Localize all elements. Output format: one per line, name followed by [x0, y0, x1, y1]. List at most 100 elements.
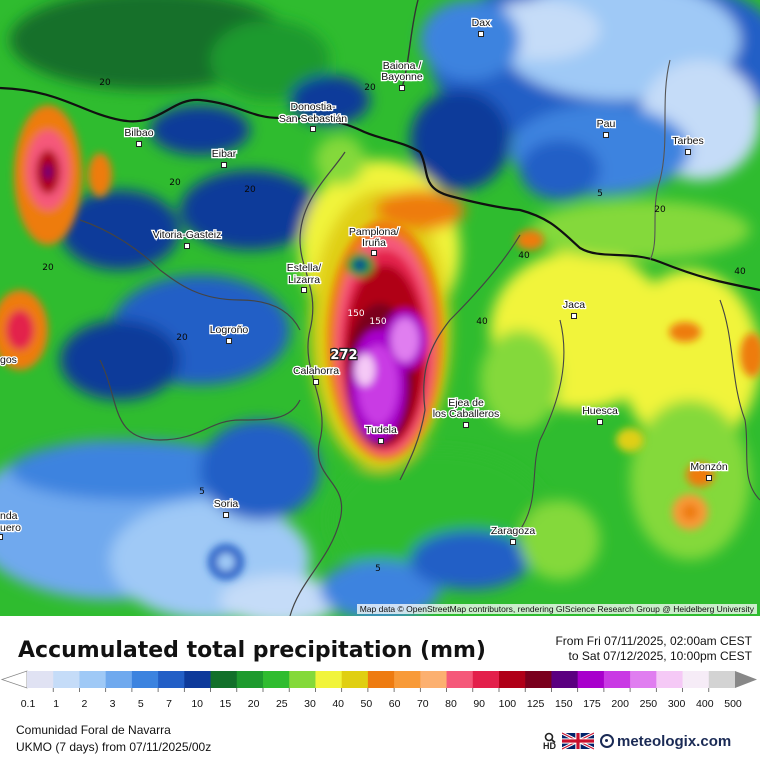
- city-marker-icon: [478, 31, 484, 37]
- city-label: Iruña: [362, 237, 386, 249]
- precipitation-field: [0, 0, 760, 616]
- border-lines: [0, 0, 760, 616]
- legend-label: 400: [696, 698, 714, 710]
- legend-label: 25: [276, 698, 288, 710]
- legend-label: 2: [81, 698, 87, 710]
- map-attribution[interactable]: Map data © OpenStreetMap contributors, r…: [356, 604, 757, 614]
- legend-swatch: [603, 671, 631, 688]
- contour-label: 5: [375, 564, 381, 574]
- meteologix-logo-icon: [600, 734, 614, 748]
- contour-label: 5: [597, 189, 603, 199]
- contour-label: 40: [734, 267, 746, 277]
- city-label: Bilbao: [124, 127, 153, 139]
- precipitation-map[interactable]: 20 20 20 20 20 20 5 20 40 40 40 150 150 5 5 Dax Baiona /…: [0, 0, 760, 616]
- legend-label: 40: [332, 698, 344, 710]
- contour-label: 40: [518, 251, 530, 261]
- legend-label: 175: [583, 698, 601, 710]
- forecast-period: From Fri 07/11/2025, 02:00am CEST to Sat…: [555, 634, 752, 664]
- legend-label: 50: [361, 698, 373, 710]
- contour-label: 150: [347, 309, 364, 319]
- brand-name: meteologix.com: [617, 732, 732, 750]
- hd-zoom-button[interactable]: HD: [543, 732, 556, 751]
- legend-label: 300: [668, 698, 686, 710]
- city-marker-icon: [463, 422, 469, 428]
- color-legend: 0.1 1 2 3 5 7 10 15 20 25 30 40 50 60 70 80 90 100 125 150 1…: [0, 668, 760, 712]
- legend-arrow-right-icon: [735, 671, 757, 688]
- city-marker-icon: [399, 85, 405, 91]
- city-label: Jaca: [563, 299, 585, 311]
- legend-swatch: [79, 671, 107, 688]
- legend-swatch: [708, 671, 736, 688]
- legend-swatch: [341, 671, 369, 688]
- contour-label: 40: [476, 317, 488, 327]
- city-label: Monzón: [690, 461, 728, 473]
- city-marker-icon: [597, 419, 603, 425]
- legend-label: 7: [166, 698, 172, 710]
- city-label: Eibar: [212, 148, 237, 160]
- city-marker-icon: [0, 534, 3, 540]
- legend-label: 3: [110, 698, 116, 710]
- legend-label: 80: [445, 698, 457, 710]
- city-marker-icon: [221, 162, 227, 168]
- city-marker-icon: [184, 243, 190, 249]
- legend-swatch: [27, 671, 54, 688]
- legend-label: 150: [555, 698, 573, 710]
- city-label: los Caballeros: [433, 408, 500, 420]
- city-label: uero: [0, 522, 21, 534]
- city-label: Lizarra: [288, 274, 320, 286]
- city-label: Calahorra: [293, 365, 339, 377]
- contour-label: 5: [199, 487, 205, 497]
- city-label: Bayonne: [381, 71, 423, 83]
- contour-label: 20: [244, 185, 256, 195]
- legend-swatch: [420, 671, 448, 688]
- legend-label: 10: [191, 698, 203, 710]
- city-label: Dax: [472, 17, 491, 29]
- legend-label: 20: [248, 698, 260, 710]
- city-label: Tarbes: [672, 135, 704, 147]
- legend-label: 90: [473, 698, 485, 710]
- legend-swatch: [263, 671, 290, 688]
- city-labels: Dax Baiona /Bayonne Donostia-San Sebastián…: [0, 16, 729, 539]
- legend-label: 0.1: [21, 698, 36, 710]
- legend-label: 200: [611, 698, 629, 710]
- brand-link[interactable]: meteologix.com: [600, 733, 731, 750]
- legend-swatch: [630, 671, 657, 688]
- legend-label: 5: [138, 698, 144, 710]
- city-marker-icon: [136, 141, 142, 147]
- city-marker-icon: [603, 132, 609, 138]
- city-label: Ejea de: [448, 397, 484, 409]
- contour-label: 150: [369, 317, 386, 327]
- city-label: Logroño: [210, 324, 249, 336]
- city-markers: [0, 31, 712, 545]
- city-label: Soria: [214, 498, 239, 510]
- legend-swatch: [446, 671, 474, 688]
- max-value-label: 272: [330, 348, 357, 363]
- legend-swatch: [551, 671, 579, 688]
- model-run-label: UKMO (7 days) from 07/11/2025/00z: [16, 740, 212, 754]
- legend-label: 500: [724, 698, 742, 710]
- legend-swatch: [210, 671, 238, 688]
- city-marker-icon: [226, 338, 232, 344]
- legend-label: 100: [499, 698, 517, 710]
- region-label: Comunidad Foral de Navarra: [16, 723, 171, 737]
- legend-title: Accumulated total precipitation (mm): [18, 638, 486, 663]
- city-label: gos: [0, 354, 17, 366]
- legend-label: 70: [417, 698, 429, 710]
- legend-swatch: [367, 671, 395, 688]
- legend-arrow-left-icon: [0, 670, 28, 689]
- city-marker-icon: [310, 126, 316, 132]
- city-label: Huesca: [582, 405, 618, 417]
- magnifier-icon: [544, 732, 556, 743]
- legend-label: 1: [53, 698, 59, 710]
- legend-swatch: [236, 671, 264, 688]
- period-to: to Sat 07/12/2025, 10:00pm CEST: [568, 649, 752, 663]
- city-label: San Sebastián: [279, 113, 347, 125]
- legend-swatch: [105, 671, 133, 688]
- legend-swatch: [682, 671, 710, 688]
- legend-swatch: [525, 671, 552, 688]
- legend-label: 60: [389, 698, 401, 710]
- city-marker-icon: [378, 438, 384, 444]
- contour-label: 20: [169, 178, 181, 188]
- legend-swatch: [184, 671, 212, 688]
- uk-flag-icon[interactable]: [562, 732, 594, 750]
